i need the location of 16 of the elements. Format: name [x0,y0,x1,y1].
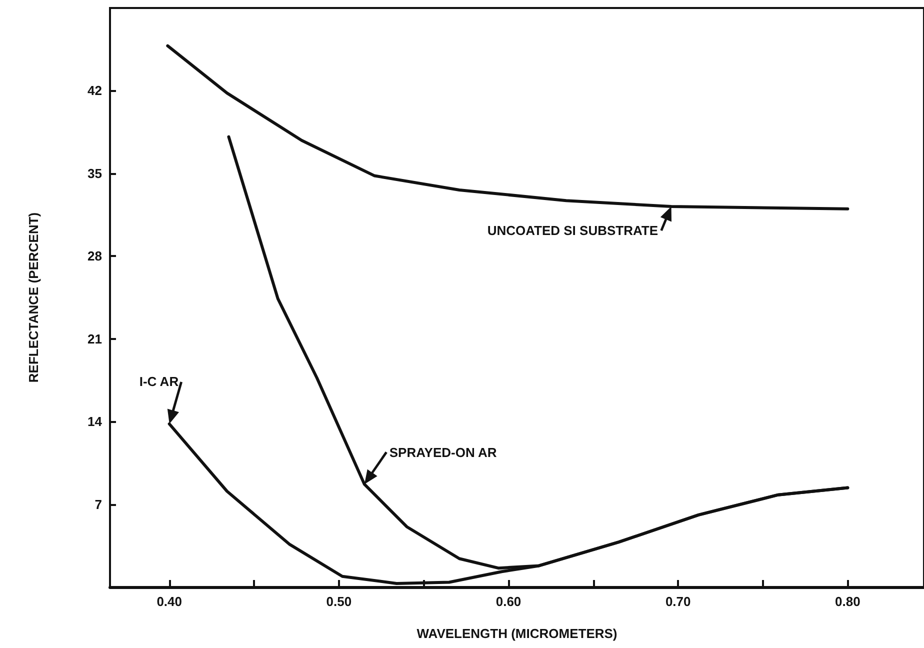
x-tick-label: 0.70 [665,594,691,609]
y-tick-label: 7 [94,496,102,512]
y-tick-label: 28 [88,248,102,264]
annotation: I-C AR [139,374,179,390]
y-tick-label: 21 [88,331,102,346]
x-tick-label: 0.50 [326,594,352,609]
x-axis-title: WAVELENGTH (MICROMETERS) [416,626,618,641]
x-tick-label: 0.60 [496,594,522,609]
y-tick-label: 42 [88,83,102,98]
x-tick-label: 0.80 [835,594,860,609]
y-tick-label: 14 [88,414,103,430]
y-axis-title: REFLECTANCE (PERCENT) [26,212,41,383]
annotation: SPRAYED-ON AR [389,444,497,460]
annotation: UNCOATED SI SUBSTRATE [487,223,658,238]
x-tick-label: 0.40 [156,594,182,609]
y-tick-label: 35 [88,166,102,181]
